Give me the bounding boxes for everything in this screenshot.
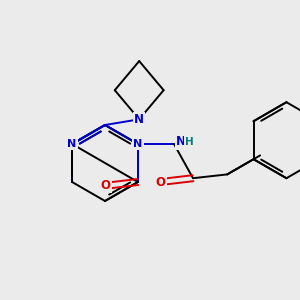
Text: O: O [100,179,111,192]
Text: H: H [185,137,194,147]
Text: N: N [176,136,186,148]
Text: N: N [134,113,144,126]
Text: N: N [133,139,142,149]
Text: N: N [68,139,77,149]
Text: O: O [156,176,166,188]
